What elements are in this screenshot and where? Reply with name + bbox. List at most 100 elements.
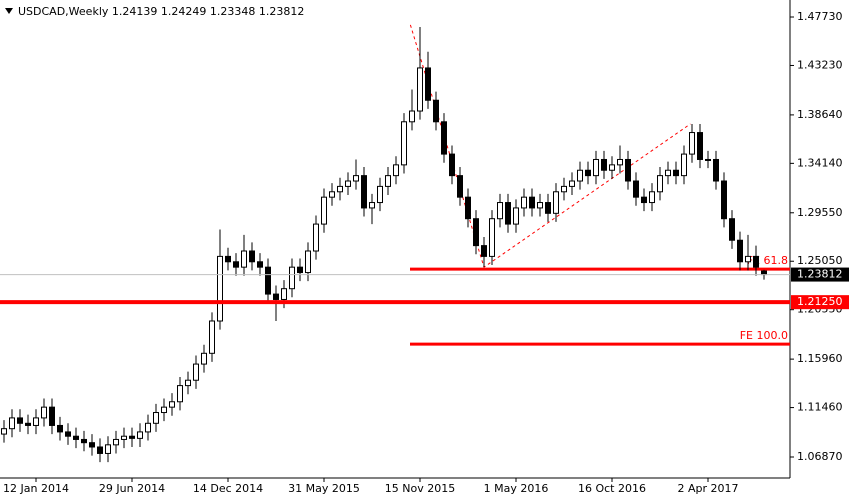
candle-body — [377, 185, 383, 204]
candle-body — [81, 438, 87, 444]
candle-body — [433, 99, 439, 123]
candle-body — [145, 422, 151, 433]
y-tick-label: 1.06870 — [797, 450, 843, 463]
candle-body — [449, 153, 455, 177]
candle-body — [513, 207, 519, 225]
candle-body — [361, 175, 367, 209]
candle-body — [569, 180, 575, 187]
candle-body — [625, 158, 631, 182]
candle-body — [217, 255, 223, 322]
x-tick-label: 16 Oct 2016 — [578, 482, 646, 495]
price-label-box — [791, 267, 849, 282]
candle-body — [305, 250, 311, 274]
price-label: 1.21250 — [797, 295, 843, 308]
candle-body — [633, 180, 639, 198]
y-tick-label: 1.11460 — [797, 401, 843, 414]
candle-body — [657, 175, 663, 193]
candle-body — [9, 417, 15, 430]
candle-body — [353, 175, 359, 182]
symbol-menu-arrow[interactable] — [5, 8, 13, 14]
candle-body — [505, 202, 511, 225]
candle-body — [281, 288, 287, 300]
candle-body — [201, 352, 207, 365]
candle-body — [241, 250, 247, 268]
candle-body — [337, 185, 343, 193]
candle-body — [233, 261, 239, 268]
candle-body — [441, 121, 447, 155]
candle-body — [137, 431, 143, 439]
y-tick-label: 1.38640 — [797, 108, 843, 121]
candle-body — [73, 435, 79, 440]
candle-body — [169, 401, 175, 408]
x-tick-label: 12 Jan 2014 — [3, 482, 69, 495]
candle-body — [417, 67, 423, 112]
candle-body — [641, 196, 647, 204]
candle-body — [537, 202, 543, 209]
x-tick-label: 1 May 2016 — [484, 482, 549, 495]
candle-body — [481, 245, 487, 257]
candle-body — [393, 164, 399, 177]
candle-body — [665, 169, 671, 177]
candle-body — [545, 202, 551, 214]
candle-body — [521, 196, 527, 209]
candle-body — [609, 164, 615, 171]
candle-body — [17, 417, 23, 424]
candle-body — [409, 110, 415, 123]
candle-body — [129, 435, 135, 439]
fe-label: FE 61.8 — [747, 254, 788, 267]
y-tick-label: 1.34140 — [797, 156, 843, 169]
candle-body — [577, 169, 583, 182]
candle-body — [265, 266, 271, 295]
candle-body — [601, 158, 607, 171]
candle-body — [25, 422, 31, 426]
candle-body — [593, 158, 599, 177]
candle-body — [313, 223, 319, 252]
y-tick-label: 1.15960 — [797, 352, 843, 365]
candle-body — [121, 435, 127, 440]
candle-body — [729, 218, 735, 241]
candle-body — [177, 385, 183, 403]
price-label: 1.23812 — [797, 268, 843, 281]
x-tick-label: 29 Jun 2014 — [99, 482, 165, 495]
candle-body — [369, 202, 375, 209]
candle-body — [161, 406, 167, 414]
candle-body — [489, 218, 495, 257]
candle-body — [561, 185, 567, 193]
candle-body — [497, 202, 503, 220]
candle-body — [65, 431, 71, 437]
candle-body — [321, 196, 327, 225]
candle-body — [113, 438, 119, 446]
x-tick-label: 2 Apr 2017 — [677, 482, 738, 495]
chart-title: USDCAD,Weekly 1.24139 1.24249 1.23348 1.… — [18, 5, 304, 18]
candle-body — [41, 406, 47, 419]
candle-body — [401, 121, 407, 166]
y-tick-label: 1.43230 — [797, 58, 843, 71]
candle-body — [97, 446, 103, 454]
candle-body — [225, 255, 231, 263]
candle-body — [1, 428, 7, 435]
candle-body — [33, 417, 39, 426]
candle-body — [761, 270, 767, 276]
candle-body — [297, 266, 303, 274]
y-tick-label: 1.47730 — [797, 10, 843, 23]
candle-body — [257, 261, 263, 268]
candle-body — [681, 153, 687, 177]
candle-body — [649, 191, 655, 204]
candle-body — [673, 169, 679, 177]
candle-body — [345, 180, 351, 187]
candle-body — [193, 363, 199, 381]
candle-body — [745, 255, 751, 263]
candle-body — [713, 158, 719, 182]
candle-body — [689, 132, 695, 155]
candle-body — [425, 67, 431, 101]
candle-body — [697, 132, 703, 160]
candle-body — [57, 424, 63, 433]
candle-body — [289, 266, 295, 290]
candle-body — [385, 175, 391, 187]
x-tick-label: 14 Dec 2014 — [193, 482, 263, 495]
candle-body — [249, 250, 255, 263]
price-label-box — [791, 295, 849, 310]
candle-body — [457, 175, 463, 198]
candle-body — [529, 196, 535, 209]
candle-body — [273, 293, 279, 300]
